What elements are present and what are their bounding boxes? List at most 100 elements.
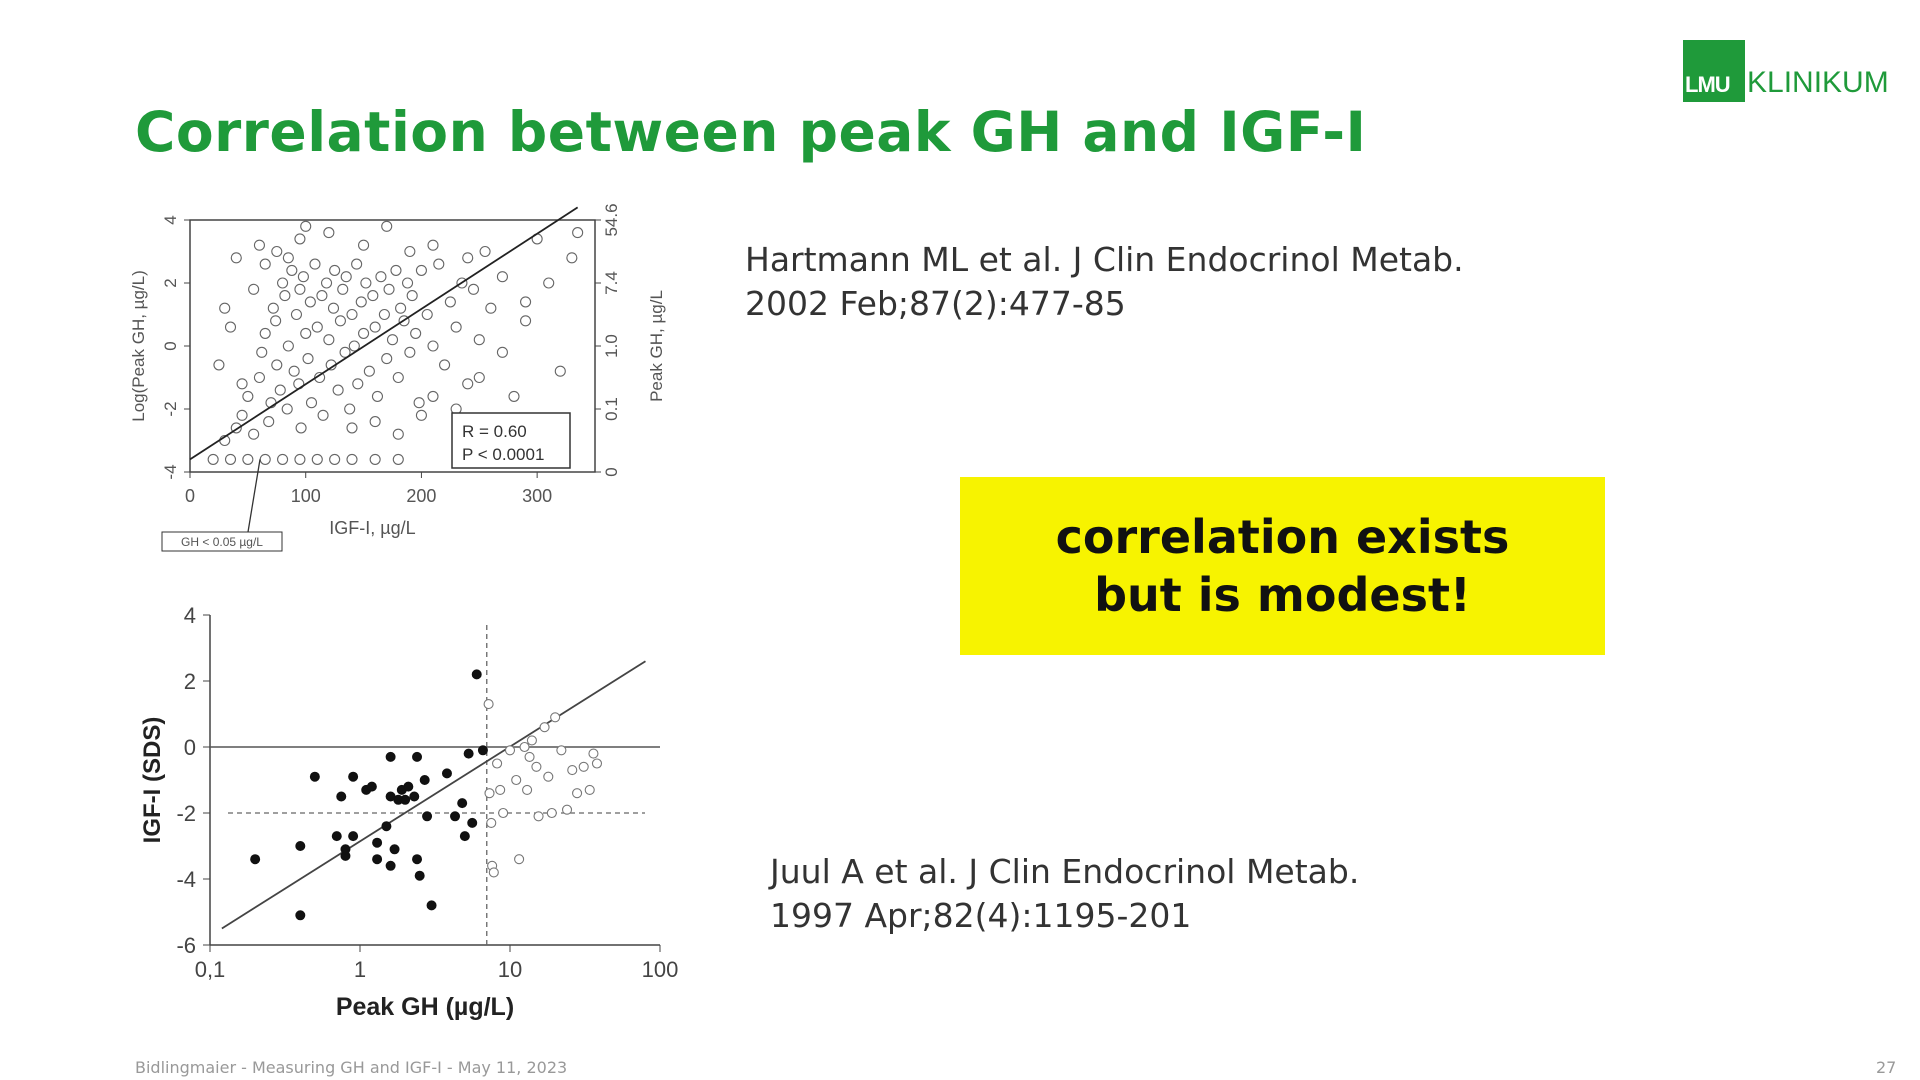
chart2-point-filled xyxy=(419,775,430,785)
chart2-point-filled xyxy=(385,751,396,762)
chart2-point-open xyxy=(488,867,499,878)
chart1-point xyxy=(236,409,248,421)
chart2-point-filled xyxy=(348,771,359,782)
chart1-point xyxy=(467,283,480,295)
chart2-point-filled xyxy=(250,854,261,865)
chart1-point xyxy=(358,239,370,251)
chart2-axes: 0,1 1 10 100 -6 -4 -2 0 2 4 IGF-I (SDS) Peak GH (µg… xyxy=(139,603,678,1021)
chart1-x-tick-label: 300 xyxy=(522,486,552,506)
chart2-x-tick-label: 100 xyxy=(642,957,679,982)
chart1-point xyxy=(554,365,566,377)
chart2-point-filled xyxy=(295,841,306,851)
chart2-point-filled xyxy=(422,811,433,822)
chart1-point xyxy=(427,239,439,251)
chart1-point xyxy=(286,264,298,276)
chart1-point xyxy=(259,453,271,465)
chart2-y-tick-label: -2 xyxy=(176,801,196,826)
chart1-point xyxy=(572,227,584,239)
chart2-x-tick-label: 1 xyxy=(354,957,366,982)
chart1-point xyxy=(395,302,407,314)
chart2-point-open xyxy=(495,784,506,795)
chart1-point xyxy=(288,365,300,377)
chart2-x-axis-label: Peak GH (µg/L) xyxy=(336,993,514,1021)
chart2-point-open xyxy=(486,817,497,828)
chart2-point-filled xyxy=(409,791,420,802)
chart1-point xyxy=(371,390,384,402)
chart2-point-filled xyxy=(467,817,478,828)
chart2-point-open xyxy=(546,807,557,819)
chart2-point-filled xyxy=(372,837,383,848)
chart1-point xyxy=(427,340,439,352)
logo-box-text: LMU xyxy=(1685,72,1731,97)
chart1-point xyxy=(348,340,360,352)
chart1-point xyxy=(297,271,309,283)
chart2-point-filled xyxy=(381,821,392,832)
chart2-point-filled xyxy=(457,798,468,809)
chart1-point xyxy=(282,340,294,352)
chart2-point-open xyxy=(567,765,578,776)
chart2-point-filled xyxy=(459,831,470,842)
chart1-point xyxy=(369,416,381,428)
chart1-point xyxy=(363,365,375,377)
chart2-point-open xyxy=(498,807,509,819)
chart1-point xyxy=(263,416,275,428)
chart1-point xyxy=(320,277,333,289)
chart2-point-filled xyxy=(385,860,396,871)
chart2-x-tick-label: 10 xyxy=(498,957,522,982)
chart1-point xyxy=(340,271,352,283)
chart1-point xyxy=(473,334,485,346)
lmu-klinikum-logo: LMU KLINIKUM xyxy=(1683,40,1889,102)
chart1-point xyxy=(462,252,474,264)
chart1-point xyxy=(381,220,393,232)
chart1-point xyxy=(415,409,427,421)
chart1-x-tick-label: 200 xyxy=(406,486,436,506)
chart1-y-tick-label: 0 xyxy=(161,341,180,350)
chart1-point xyxy=(378,308,390,321)
chart1-point xyxy=(386,334,399,346)
chart1-point xyxy=(311,321,323,333)
chart1-point xyxy=(337,283,349,295)
chart2-y-axis-label: IGF-I (SDS) xyxy=(139,717,166,844)
chart1-point xyxy=(381,353,393,365)
chart1-point xyxy=(456,277,468,289)
chart1-point xyxy=(404,245,416,258)
chart1-point xyxy=(339,346,351,358)
chart1-point xyxy=(369,453,381,465)
chart1-point xyxy=(334,315,346,327)
chart1-y2-tick-label: 0.1 xyxy=(602,397,621,421)
chart2-point-open xyxy=(543,771,554,782)
chart1-point xyxy=(410,327,422,339)
chart1-point xyxy=(259,327,271,339)
chart1-point xyxy=(367,290,379,302)
chart1-point xyxy=(236,378,248,390)
chart1-point xyxy=(329,264,341,276)
chart1-point xyxy=(479,245,491,258)
chart2-point-filled xyxy=(463,748,474,759)
chart1-y2-tick-label: 54.6 xyxy=(602,203,621,236)
chart1-point xyxy=(401,277,414,289)
chart1-point xyxy=(496,346,508,358)
chart1-point xyxy=(323,227,335,239)
chart2-point-filled xyxy=(477,745,488,756)
chart1-point xyxy=(281,403,293,415)
chart1-point xyxy=(242,453,254,465)
chart1-point xyxy=(230,422,242,434)
chart2-point-filled xyxy=(366,781,377,792)
chart2-point-open xyxy=(561,804,573,815)
chart2-y-tick-label: -4 xyxy=(176,867,196,892)
chart1-point xyxy=(520,315,532,327)
chart1-point xyxy=(566,252,578,264)
chart1-annotation-pointer xyxy=(247,459,261,533)
chart1-point xyxy=(360,277,372,289)
chart2-point-open xyxy=(484,788,495,799)
chart1-point xyxy=(256,346,268,358)
chart2-y-tick-label: 2 xyxy=(184,669,196,694)
chart1-point xyxy=(439,359,451,371)
chart2-point-filled xyxy=(426,900,437,911)
reference-juul-line2: 1997 Apr;82(4):1195-201 xyxy=(770,896,1192,935)
chart1-point xyxy=(508,390,520,402)
chart1-x-tick-label: 100 xyxy=(291,486,321,506)
chart2-points xyxy=(250,669,603,921)
chart1-point xyxy=(294,233,306,245)
chart1-annotation-box xyxy=(161,531,283,552)
